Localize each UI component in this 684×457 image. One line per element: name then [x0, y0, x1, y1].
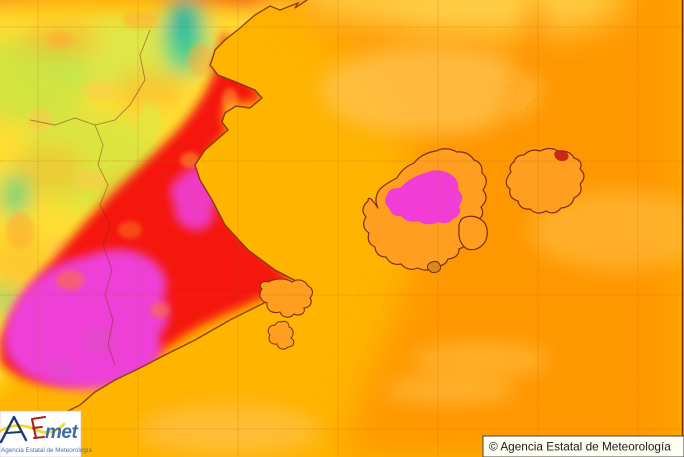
svg-text:© Agencia Estatal de Meteorolo: © Agencia Estatal de Meteorología: [489, 440, 671, 454]
svg-text:Agencia Estatal de Meteorologí: Agencia Estatal de Meteorología: [1, 447, 93, 454]
svg-text:met: met: [45, 422, 78, 443]
